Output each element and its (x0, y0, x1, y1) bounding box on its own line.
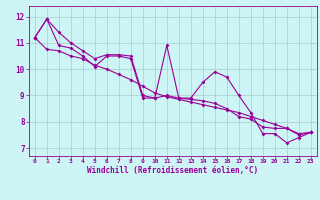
X-axis label: Windchill (Refroidissement éolien,°C): Windchill (Refroidissement éolien,°C) (87, 166, 258, 175)
